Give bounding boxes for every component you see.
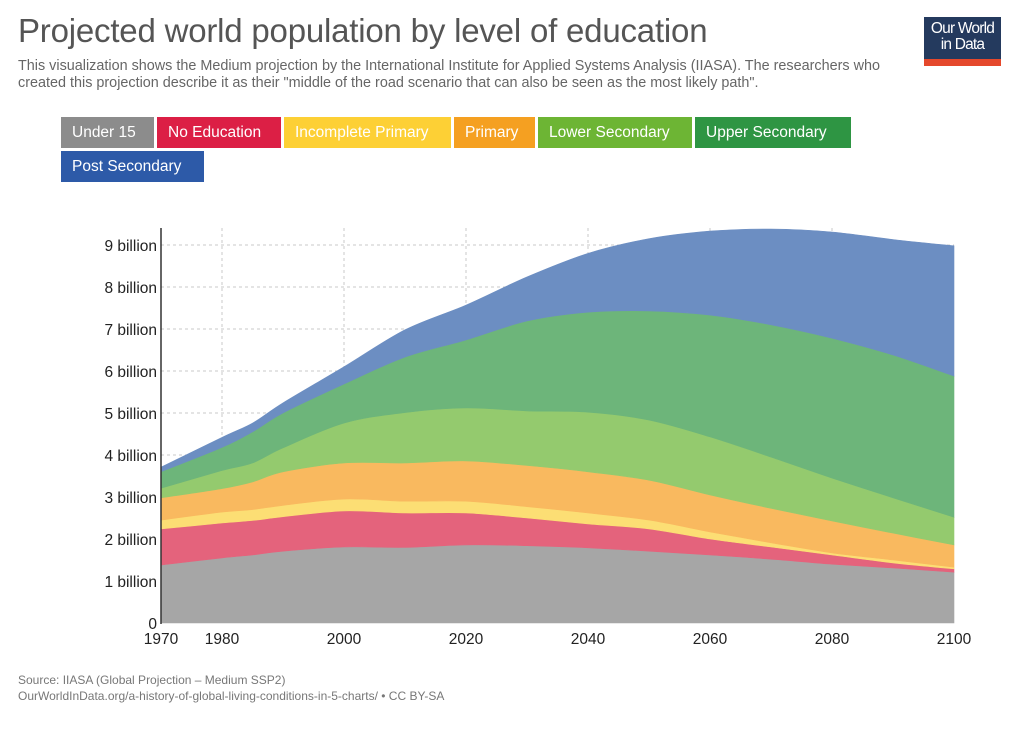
url-license-text[interactable]: OurWorldInData.org/a-history-of-global-l… [18,689,445,703]
y-tick-label: 0 [148,616,157,633]
area-post-secondary[interactable] [160,228,955,473]
logo-line-2: in Data [940,36,985,53]
footer: Source: IIASA (Global Projection – Mediu… [18,672,444,704]
x-tick-label: 2040 [571,631,606,648]
x-tick-label: 2000 [327,631,362,648]
chart-title: Projected world population by level of e… [18,12,708,49]
logo-accent-bar [924,59,1001,66]
logo-line-1: Our World [930,20,995,37]
owid-logo[interactable]: Our World in Data [924,17,1001,66]
y-tick-label: 4 billion [104,448,157,465]
x-axis-labels: 1970 1980 2000 2020 2040 2060 2080 2100 [144,631,972,648]
legend-item-under-15[interactable]: Under 15 [61,117,154,148]
x-tick-label: 2080 [815,631,850,648]
source-text: Source: IIASA (Global Projection – Mediu… [18,673,286,687]
y-axis-labels: 0 1 billion 2 billion 3 billion 4 billion 5 b… [104,238,157,633]
y-tick-label: 6 billion [104,364,157,381]
legend-item-incomplete-primary[interactable]: Incomplete Primary [284,117,451,148]
x-tick-label: 1970 [144,631,179,648]
x-tick-label: 2060 [693,631,728,648]
y-tick-label: 2 billion [104,532,157,549]
y-tick-label: 7 billion [104,322,157,339]
x-tick-label: 1980 [205,631,240,648]
y-tick-label: 1 billion [104,574,157,591]
y-tick-label: 3 billion [104,490,157,507]
legend-item-primary[interactable]: Primary [454,117,535,148]
y-tick-label: 5 billion [104,406,157,423]
y-tick-label: 9 billion [104,238,157,255]
x-tick-label: 2020 [449,631,484,648]
x-tick-label: 2100 [937,631,972,648]
y-tick-label: 8 billion [104,280,157,297]
area-series-group [160,228,955,624]
logo-text: Our World in Data [924,21,1001,53]
legend-item-upper-secondary[interactable]: Upper Secondary [695,117,851,148]
chart-subtitle: This visualization shows the Medium proj… [18,58,880,91]
legend-item-lower-secondary[interactable]: Lower Secondary [538,117,692,148]
legend-item-no-education[interactable]: No Education [157,117,281,148]
legend-item-post-secondary[interactable]: Post Secondary [61,151,204,182]
